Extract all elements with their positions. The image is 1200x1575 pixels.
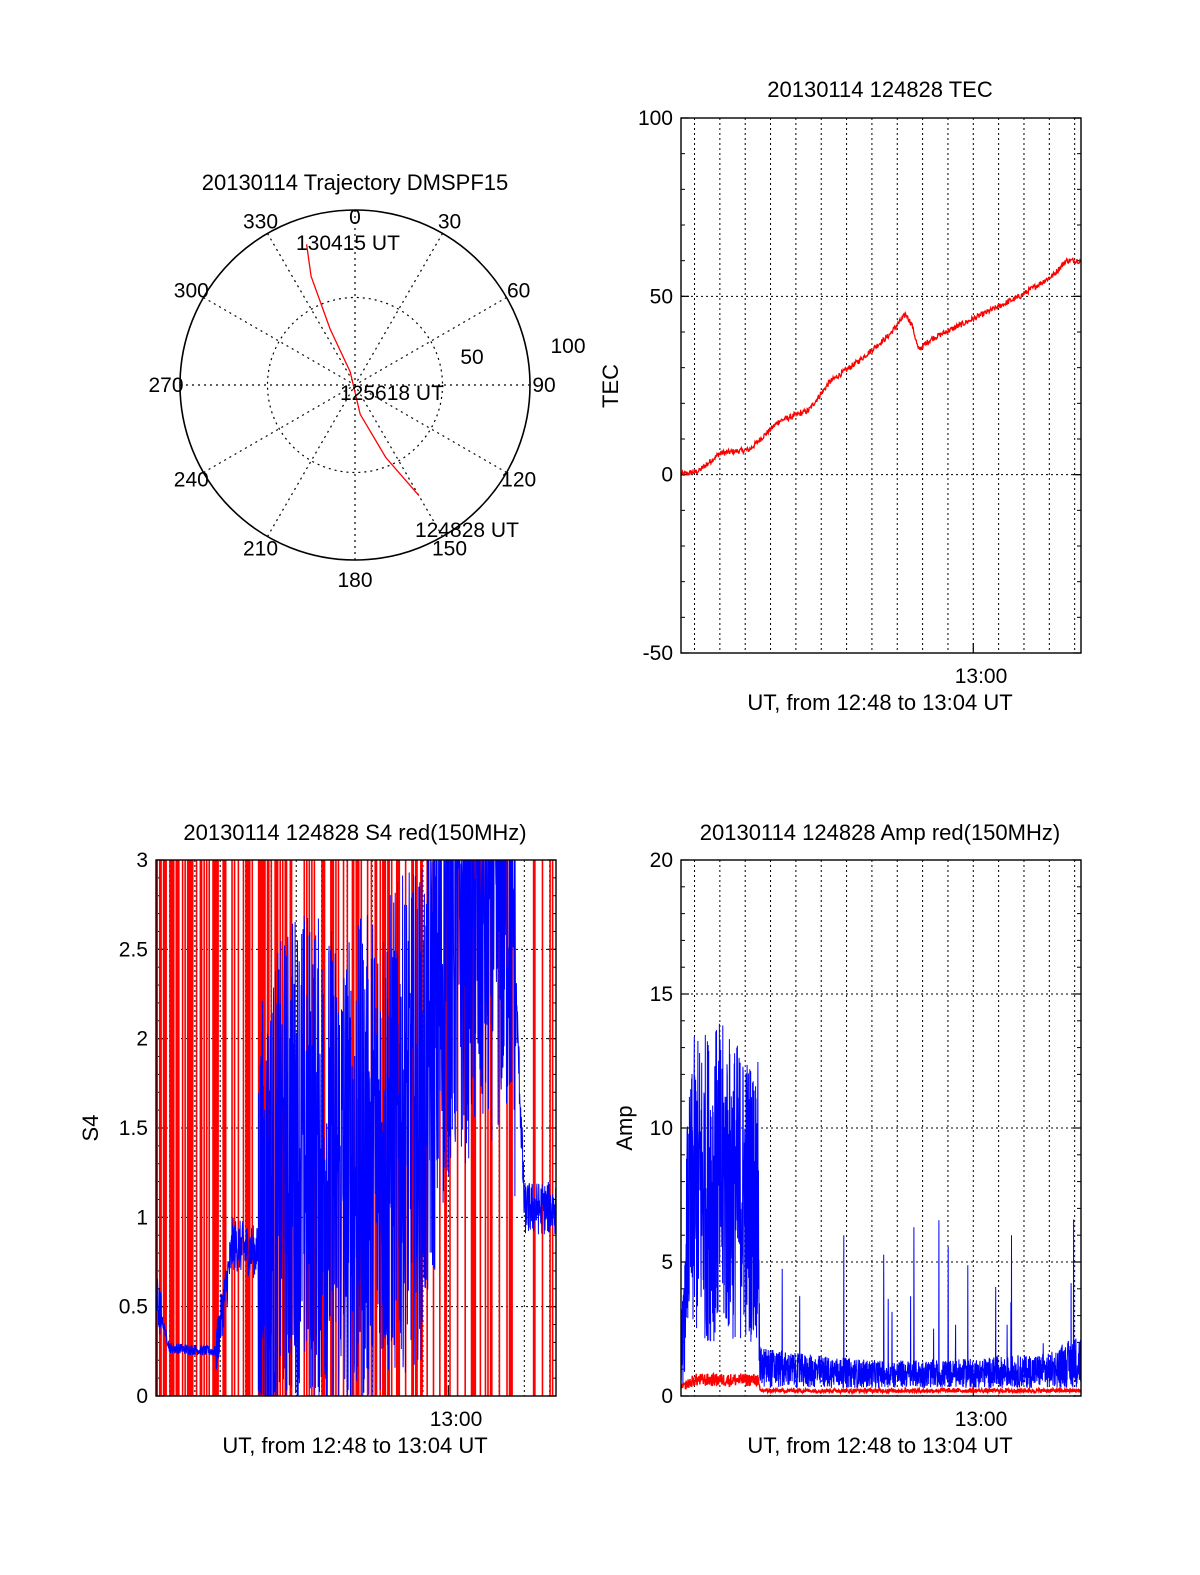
y-tick-label: 5 (661, 1251, 673, 1274)
tec-panel: 20130114 124828 TEC 100 50 0 -50 13:00 UT, … (598, 77, 1082, 715)
y-tick-label: 0 (661, 1385, 673, 1408)
amp-panel: 20130114 124828 Amp red(150MHz) 20 15 10 5 0… (612, 820, 1082, 1458)
amp-red-series (680, 1371, 1082, 1396)
tec-plot-frame (680, 117, 1082, 654)
y-tick-label: 3 (136, 849, 148, 872)
y-tick-label: 1 (136, 1206, 148, 1229)
polar-angle-label-270: 270 (148, 374, 183, 397)
amp-y-axis-label: Amp (612, 1105, 637, 1150)
polar-angle-label-210: 210 (243, 538, 278, 561)
y-tick-label: 2 (136, 1028, 148, 1051)
polar-angle-label-180: 180 (337, 569, 372, 592)
polar-title: 20130114 Trajectory DMSPF15 (202, 170, 509, 195)
tec-y-axis-label: TEC (598, 364, 623, 408)
amp-blue-series (680, 1023, 1082, 1389)
polar-angle-labels: 0 30 60 90 120 150 180 210 240 270 300 330 (148, 206, 555, 592)
polar-radius-label-100: 100 (550, 335, 585, 358)
polar-angle-label-0: 0 (349, 206, 361, 229)
y-tick-label: 0 (661, 464, 673, 487)
polar-radius-label-50: 50 (460, 346, 483, 369)
s4-plot-frame (155, 859, 557, 1397)
y-tick-label: 2.5 (119, 938, 148, 961)
s4-panel: 20130114 124828 S4 red(150MHz) 3 2.5 2 1.5 1… (78, 820, 557, 1458)
polar-angle-label-120: 120 (501, 469, 536, 492)
tec-x-tick-label: 13:00 (955, 665, 1008, 688)
track-start-label: 124828 UT (415, 519, 519, 542)
y-tick-label: 1.5 (119, 1117, 148, 1140)
polar-grid (180, 210, 530, 560)
trajectory-polar-chart: 20130114 Trajectory DMSPF15 0 30 60 90 120 15… (148, 170, 585, 592)
polar-angle-label-90: 90 (532, 374, 555, 397)
s4-y-tick-labels: 3 2.5 2 1.5 1 0.5 0 (119, 849, 148, 1408)
amp-blue-line (680, 1023, 1082, 1389)
tec-y-tick-labels: 100 50 0 -50 (638, 107, 673, 665)
s4-x-axis-label: UT, from 12:48 to 13:04 UT (222, 1433, 487, 1458)
tec-title: 20130114 124828 TEC (767, 77, 993, 102)
y-tick-label: 100 (638, 107, 673, 130)
polar-angle-label-150: 150 (432, 538, 467, 561)
amp-title: 20130114 124828 Amp red(150MHz) (700, 820, 1060, 845)
y-tick-label: 20 (650, 849, 673, 872)
polar-angle-label-300: 300 (174, 280, 209, 303)
y-tick-label: -50 (643, 642, 673, 665)
tec-grid (681, 117, 1081, 654)
y-tick-label: 15 (650, 983, 673, 1006)
tec-series-line (680, 256, 1082, 477)
s4-title: 20130114 124828 S4 red(150MHz) (183, 820, 526, 845)
y-tick-label: 0.5 (119, 1296, 148, 1319)
amp-x-tick-label: 13:00 (955, 1408, 1008, 1431)
tec-x-axis-label: UT, from 12:48 to 13:04 UT (747, 690, 1012, 715)
y-tick-label: 10 (650, 1117, 673, 1140)
amp-plot-frame (680, 859, 1082, 1397)
s4-y-axis-label: S4 (78, 1115, 103, 1142)
y-tick-label: 0 (136, 1385, 148, 1408)
polar-ring-50 (266, 296, 444, 474)
s4-x-tick-label: 13:00 (430, 1408, 483, 1431)
amp-red-line (680, 1371, 1082, 1396)
y-tick-label: 50 (650, 285, 673, 308)
polar-angle-label-240: 240 (174, 469, 209, 492)
amp-y-tick-labels: 20 15 10 5 0 (650, 849, 673, 1408)
polar-outer-ring (179, 209, 531, 561)
polar-angle-label-330: 330 (243, 210, 278, 233)
amp-x-axis-label: UT, from 12:48 to 13:04 UT (747, 1433, 1012, 1458)
polar-spoke (266, 233, 444, 537)
track-end-label: 130415 UT (296, 232, 400, 255)
trajectory-track (305, 244, 420, 497)
polar-angle-label-30: 30 (438, 210, 461, 233)
track-mid-label: 125618 UT (340, 382, 444, 405)
polar-angle-label-60: 60 (507, 280, 530, 303)
